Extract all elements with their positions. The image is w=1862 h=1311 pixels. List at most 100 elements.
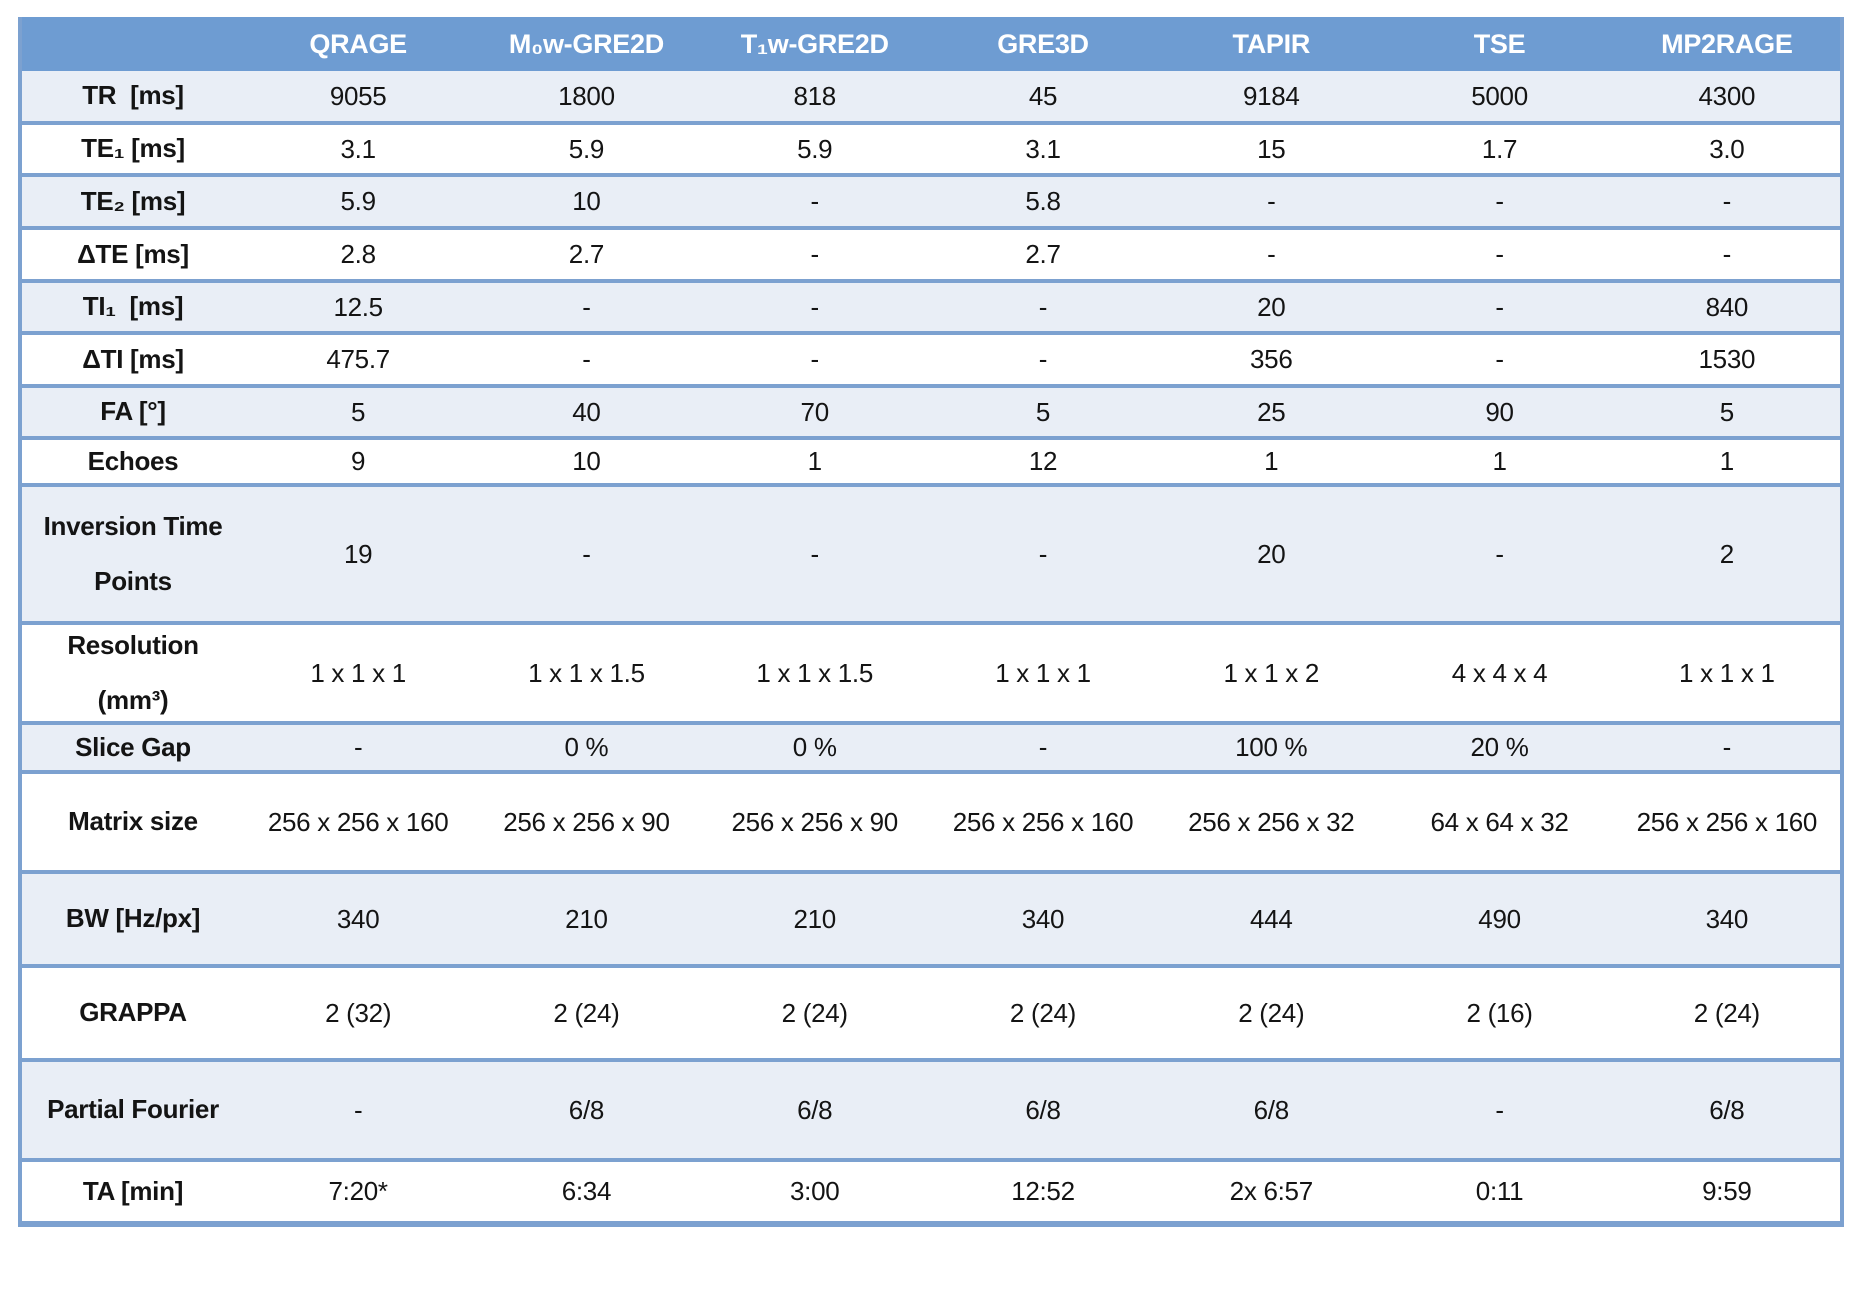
cell-value: 3.1 [340, 133, 377, 164]
page: QRAGE M₀w-GRE2D T₁w-GRE2D GRE3D TAPIR TS… [18, 17, 1844, 1227]
cell-value: - [1267, 186, 1276, 216]
column-header-qrage: QRAGE [309, 28, 407, 59]
cell-value: 5.9 [568, 133, 605, 164]
cell-value: 0:11 [1475, 1176, 1524, 1206]
cell-value: 20 [1257, 538, 1286, 569]
table-row: ΔTE [ms] 2.8 2.7 - 2.7 - - - [20, 228, 1842, 281]
cell-value: 2 (24) [1009, 997, 1077, 1028]
cell-value: - [582, 291, 591, 322]
table-row: TR [ms] 9055 1800 818 45 9184 5000 4300 [20, 71, 1842, 123]
cell-value: 1 x 1 x 1.5 [756, 657, 874, 688]
cell-value: - [1722, 186, 1732, 216]
cell-value: - [1038, 291, 1048, 322]
table-row: BW [Hz/px] 340 210 210 340 444 490 340 [20, 872, 1842, 966]
cell-value: 25 [1257, 396, 1286, 427]
table-row: Partial Fourier - 6/8 6/8 6/8 6/8 - 6/8 [20, 1060, 1842, 1160]
row-label: Matrix size [20, 772, 244, 872]
cell-value: 64 x 64 x 32 [1430, 806, 1569, 837]
cell-value: 210 [793, 903, 836, 934]
cell-value: 40 [572, 396, 601, 427]
cell-value: 5.9 [340, 186, 377, 216]
cell-value: - [1495, 538, 1504, 569]
column-header-tse: TSE [1473, 28, 1526, 59]
cell-value: - [810, 344, 820, 374]
row-label-line: BW [Hz/px] [65, 903, 201, 934]
cell-value: 2.8 [340, 239, 377, 269]
cell-value: 1 x 1 x 1 [310, 657, 406, 688]
cell-value: 2 (32) [325, 997, 392, 1028]
cell-value: 340 [1705, 903, 1749, 934]
cell-value: 6/8 [1709, 1094, 1745, 1125]
cell-value: 5 [1035, 396, 1051, 427]
cell-value: 9:59 [1702, 1176, 1752, 1206]
cell-value: 6/8 [568, 1094, 605, 1125]
cell-value: 2 (24) [781, 997, 848, 1028]
cell-value: 45 [1028, 80, 1058, 111]
cell-value: - [1495, 239, 1504, 269]
table-row: ΔTI [ms] 475.7 - - - 356 - 1530 [20, 333, 1842, 386]
cell-value: 2 (16) [1466, 997, 1533, 1028]
cell-value: - [1495, 186, 1504, 216]
table-row: Inversion Time Points 19 - - - 20 - 2 [20, 485, 1842, 623]
cell-value: 4300 [1698, 80, 1756, 111]
cell-value: 818 [793, 80, 836, 111]
cell-value: - [1722, 239, 1732, 269]
table-row: TA [min] 7:20* 6:34 3:00 12:52 2x 6:57 0:11 9:5… [20, 1160, 1842, 1224]
cell-value: 15 [1257, 133, 1286, 164]
table-row: Echoes 9 10 1 12 1 1 1 [20, 438, 1842, 485]
row-label-line: TA [min] [82, 1175, 184, 1206]
row-label-line: TI₁ [ms] [82, 291, 184, 322]
row-label: TE₁ [ms] [20, 123, 244, 175]
row-label: TE₂ [ms] [20, 175, 244, 228]
row-label-line: Slice Gap [75, 731, 191, 762]
cell-value: - [353, 1094, 363, 1125]
cell-value: 5000 [1471, 80, 1528, 111]
row-label: TR [ms] [20, 71, 244, 123]
table-row: Matrix size 256 x 256 x 160 256 x 256 x 90… [20, 772, 1842, 872]
row-label-line: TE₁ [ms] [81, 133, 185, 164]
cell-value: 3.0 [1709, 133, 1745, 164]
row-label: TA [min] [20, 1160, 244, 1224]
cell-value: - [810, 186, 820, 216]
mri-sequence-parameters-table: QRAGE M₀w-GRE2D T₁w-GRE2D GRE3D TAPIR TS… [18, 17, 1844, 1227]
cell-value: 6/8 [797, 1094, 833, 1125]
cell-value: 2x 6:57 [1229, 1176, 1313, 1206]
cell-value: 3.1 [1025, 133, 1061, 164]
row-label: FA [°] [20, 386, 244, 438]
row-label-line: (mm³) [97, 685, 169, 715]
row-label: Inversion Time Points [20, 485, 244, 623]
cell-value: 5.9 [797, 133, 833, 164]
row-label: Slice Gap [20, 723, 244, 772]
cell-value: 12.5 [333, 291, 383, 322]
row-label: Partial Fourier [20, 1060, 244, 1160]
row-label-line: Inversion Time [43, 510, 223, 541]
cell-value: 2 (24) [1238, 997, 1305, 1028]
column-header-gre3d: GRE3D [997, 28, 1089, 59]
cell-value: 1.7 [1481, 133, 1518, 164]
cell-value: 256 x 256 x 32 [1188, 806, 1355, 837]
cell-value: - [1038, 732, 1048, 762]
cell-value: 444 [1250, 903, 1293, 934]
cell-value: 340 [336, 903, 380, 934]
cell-value: 1530 [1698, 344, 1756, 374]
cell-value: 20 [1257, 291, 1286, 322]
cell-value: 2 [1719, 538, 1734, 569]
row-label-line: TR [ms] [82, 80, 184, 111]
cell-value: 210 [565, 903, 608, 934]
cell-value: 5.8 [1025, 186, 1061, 216]
cell-value: - [1722, 732, 1732, 762]
column-header-tapir: TAPIR [1232, 28, 1311, 59]
cell-value: 6/8 [1253, 1094, 1290, 1125]
table-row: TE₂ [ms] 5.9 10 - 5.8 - - - [20, 175, 1842, 228]
cell-value: - [810, 291, 820, 322]
cell-value: 1 [807, 446, 822, 476]
cell-value: 2 (24) [553, 997, 620, 1028]
cell-value: - [810, 239, 820, 269]
row-label: GRAPPA [20, 966, 244, 1060]
cell-value: 1 [1264, 446, 1279, 476]
cell-value: 1800 [558, 80, 615, 111]
row-label-line: Matrix size [68, 806, 198, 837]
cell-value: - [1267, 239, 1276, 269]
cell-value: 70 [800, 396, 830, 427]
cell-value: - [810, 538, 820, 569]
